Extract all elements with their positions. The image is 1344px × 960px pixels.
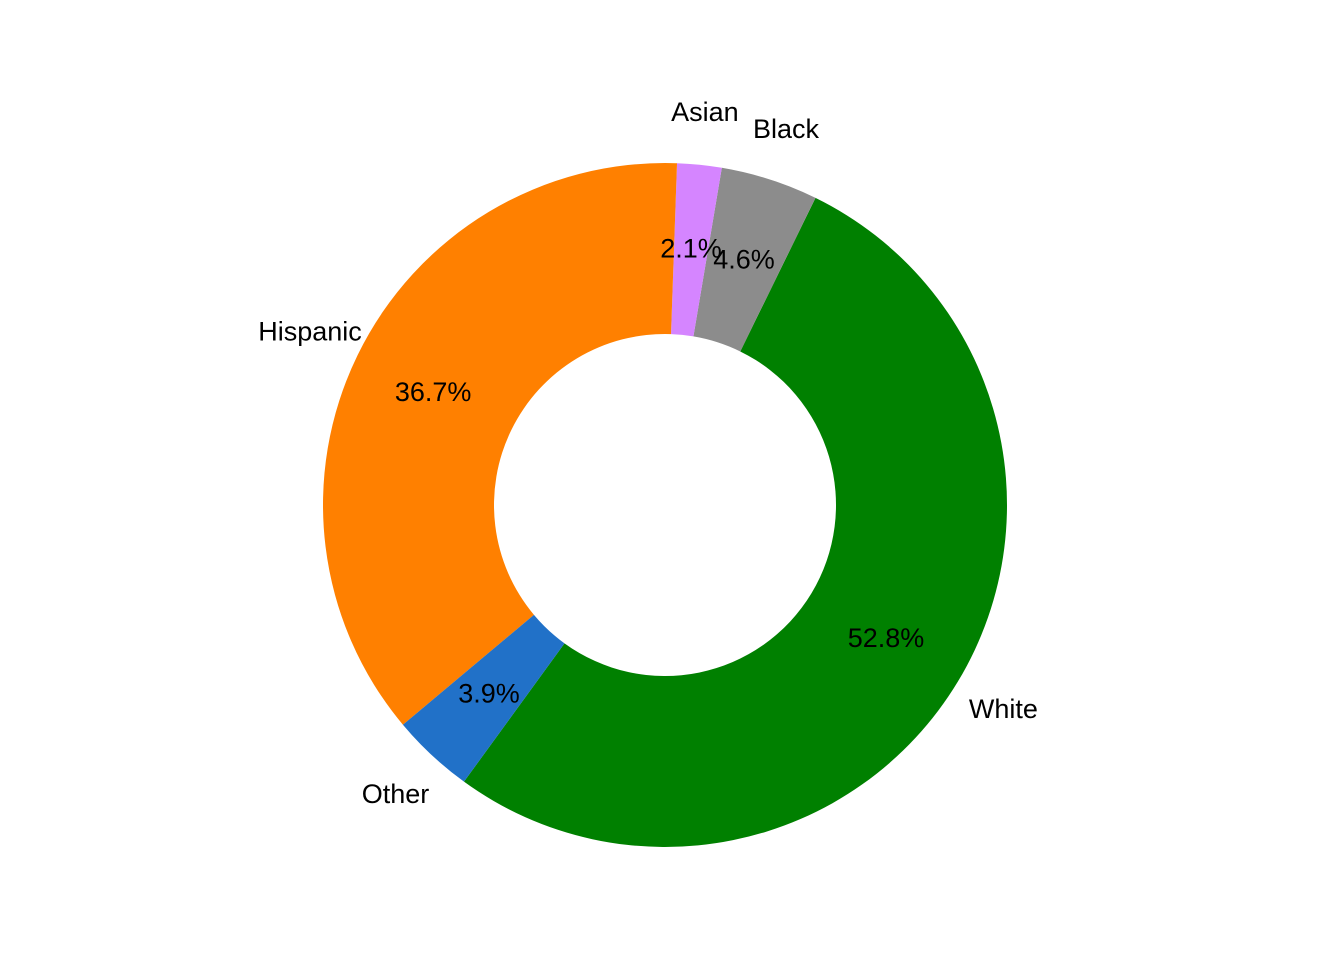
- slice-hispanic: [323, 162, 678, 725]
- labels-layer: 52.8% White 4.6% Black 2.1% Asian 36.7% Hispani…: [258, 97, 1038, 809]
- value-label-black: 4.6%: [713, 244, 775, 274]
- category-label-black: Black: [753, 114, 820, 144]
- slice-other: [402, 614, 565, 782]
- category-label-hispanic: Hispanic: [258, 317, 362, 347]
- slice-asian: [671, 163, 722, 337]
- value-label-asian: 2.1%: [660, 233, 722, 263]
- slice-black: [693, 167, 816, 352]
- slice-white: [463, 197, 1008, 848]
- category-label-white: White: [969, 694, 1038, 724]
- category-label-other: Other: [362, 779, 430, 809]
- slices-layer: [323, 162, 1008, 848]
- value-label-other: 3.9%: [458, 679, 520, 709]
- category-label-asian: Asian: [671, 97, 739, 127]
- value-label-white: 52.8%: [848, 623, 925, 653]
- value-label-hispanic: 36.7%: [395, 377, 472, 407]
